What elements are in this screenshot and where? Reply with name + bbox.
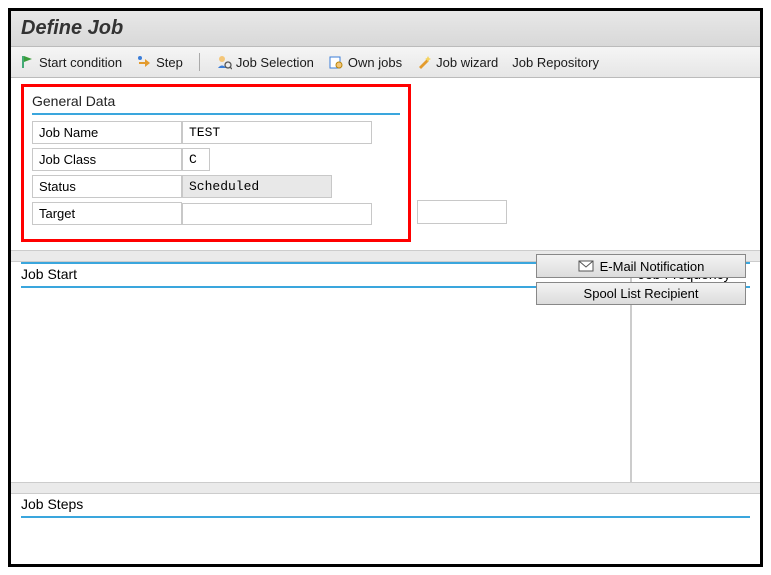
job-wizard-button[interactable]: Job wizard [416,54,498,70]
job-selection-label: Job Selection [236,55,314,70]
target-row: Target [32,202,400,225]
toolbar-separator [199,53,200,71]
spool-list-recipient-label: Spool List Recipient [584,286,699,301]
status-label: Status [32,175,182,198]
target-label: Target [32,202,182,225]
job-wizard-label: Job wizard [436,55,498,70]
job-selection-button[interactable]: Job Selection [216,54,314,70]
job-name-label: Job Name [32,121,182,144]
person-search-icon [216,54,232,70]
define-job-window: Define Job Start condition Step Job Sele… [8,8,763,567]
own-jobs-label: Own jobs [348,55,402,70]
job-name-row: Job Name TEST [32,121,400,144]
page-title: Define Job [21,17,123,39]
status-row: Status Scheduled [32,175,400,198]
step-button[interactable]: Step [136,54,183,70]
start-condition-label: Start condition [39,55,122,70]
general-data-heading: General Data [32,91,400,115]
job-steps-heading: Job Steps [21,494,750,518]
job-steps-panel: Job Steps [21,494,750,520]
job-repository-label: Job Repository [512,55,599,70]
spacer2 [11,482,760,494]
content-area: General Data Job Name TEST Job Class C S… [11,78,760,564]
job-start-body [21,290,630,480]
job-class-row: Job Class C [32,148,400,171]
email-notification-label: E-Mail Notification [600,259,705,274]
general-data-group: General Data Job Name TEST Job Class C S… [21,84,411,242]
toolbar: Start condition Step Job Selection Own j… [11,47,760,78]
start-condition-button[interactable]: Start condition [19,54,122,70]
own-jobs-button[interactable]: Own jobs [328,54,402,70]
job-name-extension-field[interactable] [417,200,507,224]
step-icon [136,54,152,70]
job-class-field[interactable]: C [182,148,210,171]
email-notification-button[interactable]: E-Mail Notification [536,254,746,278]
job-class-label: Job Class [32,148,182,171]
job-name-field[interactable]: TEST [182,121,372,144]
spool-list-recipient-button[interactable]: Spool List Recipient [536,282,746,305]
flag-icon [19,54,35,70]
wizard-icon [416,54,432,70]
status-field: Scheduled [182,175,332,198]
side-buttons: E-Mail Notification Spool List Recipient [536,254,746,305]
titlebar: Define Job [11,11,760,47]
step-label: Step [156,55,183,70]
target-field[interactable] [182,203,372,225]
job-frequency-body [638,290,750,480]
own-jobs-icon [328,54,344,70]
envelope-icon [578,258,594,274]
job-repository-button[interactable]: Job Repository [512,55,599,70]
